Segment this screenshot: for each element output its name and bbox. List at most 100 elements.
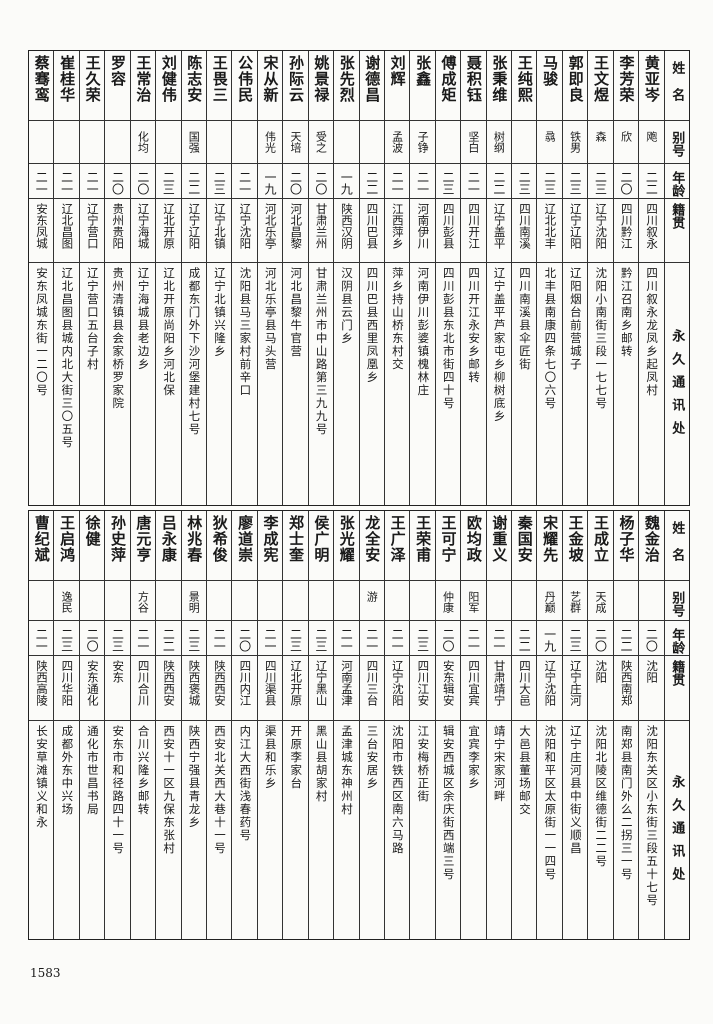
name-cell: 宋从新	[257, 51, 283, 121]
address-cell: 贵州清镇县会家桥罗家院	[105, 263, 129, 505]
address-cell: 北丰县南康四条七〇六号	[537, 263, 561, 505]
age-cell: 二〇	[283, 164, 308, 199]
age-cell: 二三	[410, 621, 435, 656]
address-text: 四川彭县东北市街四十号	[441, 267, 456, 410]
origin-cell: 沈阳	[639, 656, 664, 721]
address-cell: 辽宁庄河县中街义顺昌	[563, 721, 587, 939]
alias-cell: 天成	[588, 581, 613, 621]
table-row: 侯广明 二三 辽宁黑山 黑山县胡家村	[307, 511, 334, 939]
origin-cell: 甘肃靖宁	[486, 656, 512, 721]
origin-cell: 陕西褒城	[181, 656, 206, 721]
address-text: 沈阳县马三家村前辛口	[238, 267, 253, 397]
alias-cell	[105, 581, 130, 621]
header-address-text: 永久通讯处	[669, 328, 685, 444]
address-cell: 四川开江永安乡邮转	[461, 263, 485, 505]
name-cell: 刘健伟	[156, 51, 181, 121]
age-cell: 二三	[206, 164, 232, 199]
table-row: 郭即良 铁男 二三 辽宁辽阳 辽阳烟台前营城子	[561, 51, 588, 505]
age-text: 二一	[339, 628, 354, 652]
name-text: 欧均政	[464, 515, 483, 563]
alias-cell: 子铮	[410, 121, 435, 164]
address-text: 黔江召南乡邮转	[619, 267, 634, 358]
alias-text: 受之	[314, 131, 328, 153]
alias-cell	[512, 121, 537, 164]
age-text: 二三	[161, 171, 176, 195]
origin-cell: 辽宁沈阳	[537, 656, 562, 721]
address-cell: 沈阳北陵区维德街二二号	[588, 721, 612, 939]
origin-cell: 辽北北丰	[537, 199, 562, 263]
age-cell: 二〇	[613, 164, 639, 199]
age-cell: 二〇	[639, 621, 664, 656]
alias-cell: 树纲	[486, 121, 512, 164]
table-row: 王成立 天成 二〇 沈阳 沈阳北陵区维德街二二号	[587, 511, 613, 939]
origin-cell: 安东	[105, 656, 130, 721]
origin-text: 陕西南郑	[619, 660, 634, 706]
alias-cell	[512, 581, 537, 621]
name-cell: 侯广明	[308, 511, 334, 581]
alias-text: 仲康	[441, 591, 455, 613]
name-text: 狄希俊	[210, 515, 229, 563]
age-text: 二一	[212, 628, 227, 652]
origin-cell: 四川渠县	[257, 656, 283, 721]
age-text: 二〇	[618, 171, 633, 195]
table-row: 魏金治 二〇 沈阳 沈阳东关区小东街三段五十七号	[638, 511, 664, 939]
name-cell: 欧均政	[461, 511, 486, 581]
table-row: 李成宪 二一 四川渠县 渠县和乐乡	[256, 511, 283, 939]
origin-text: 陕西西安	[212, 660, 227, 706]
address-text: 汉阴县云门乡	[340, 267, 355, 345]
origin-cell: 安东凤城	[29, 199, 54, 263]
alias-cell	[232, 121, 257, 164]
table-row: 李芳荣欣二〇 四川黔江 黔江召南乡邮转	[612, 51, 639, 505]
table-row: 姚景禄 受之 二〇 甘肃兰州 甘肃兰州市中山路第三九九号	[307, 51, 334, 505]
header-alias-text: 别号	[669, 131, 685, 157]
address-cell: 成都外东中兴场	[54, 721, 78, 939]
alias-cell: 化均	[130, 121, 156, 164]
alias-cell: 阳军	[461, 581, 486, 621]
table-row: 秦国安 二二 四川大邑 大邑县董场邮交	[511, 511, 537, 939]
name-text: 谢德昌	[363, 55, 382, 103]
table-row: 张先烈 一九 陕西汉阴 汉阴县云门乡	[333, 51, 359, 505]
header-name-text: 姓名	[669, 61, 685, 115]
alias-cell	[334, 121, 359, 164]
age-text: 二三	[59, 628, 74, 652]
address-text: 江安梅桥正街	[416, 725, 431, 803]
age-text: 二一	[390, 628, 405, 652]
alias-cell	[435, 121, 461, 164]
age-text: 二二	[517, 628, 532, 652]
origin-text: 安东辑安	[441, 660, 456, 706]
alias-cell	[79, 121, 105, 164]
origin-text: 四川渠县	[263, 660, 278, 706]
alias-text: 天成	[594, 591, 608, 613]
alias-cell: 丹巅	[537, 581, 562, 621]
alias-text: 子铮	[416, 131, 430, 153]
address-cell: 西安北关西大巷十一号	[207, 721, 231, 939]
header-column: 姓名 别号 年龄 籍贯 永久通讯处	[663, 51, 689, 505]
origin-cell: 辽宁沈阳	[384, 656, 410, 721]
age-cell: 一九	[537, 621, 562, 656]
address-cell: 成都东门外下沙河堡建村七号	[182, 263, 206, 505]
name-text: 宋耀先	[541, 515, 560, 563]
alias-text: 骉	[543, 131, 557, 142]
name-cell: 林兆春	[181, 511, 206, 581]
age-text: 二一	[491, 628, 506, 652]
age-cell: 二一	[486, 621, 512, 656]
table-row: 唐元亨 方谷 二一 四川合川 合川兴隆乡邮转	[129, 511, 156, 939]
address-cell: 南郑县南门外么二拐三一号	[614, 721, 638, 939]
origin-cell: 陕西西安	[206, 656, 232, 721]
name-cell: 徐健	[79, 511, 105, 581]
age-text: 二〇	[288, 171, 303, 195]
age-cell: 二一	[384, 621, 410, 656]
alias-text: 游	[365, 591, 379, 602]
origin-text: 辽宁沈阳	[543, 660, 558, 706]
age-text: 二二	[618, 628, 633, 652]
age-cell: 二三	[562, 164, 588, 199]
roster-table-top: 姓名 别号 年龄 籍贯 永久通讯处 黄亚岑飑二二 四川叙永 四川叙永龙凤乡起凤村 李芳荣欣二〇四…	[28, 50, 690, 506]
name-text: 李芳荣	[617, 55, 636, 103]
origin-text: 辽北开原	[289, 660, 304, 706]
address-cell: 合川兴隆乡邮转	[131, 721, 155, 939]
address-cell: 甘肃兰州市中山路第三九九号	[309, 263, 333, 505]
table-row: 王金坡 艺群 二三 辽宁庄河 辽宁庄河县中街义顺昌	[561, 511, 588, 939]
origin-text: 四川内江	[238, 660, 253, 706]
name-cell: 吕永康	[156, 511, 181, 581]
origin-text: 四川三台	[365, 660, 380, 706]
